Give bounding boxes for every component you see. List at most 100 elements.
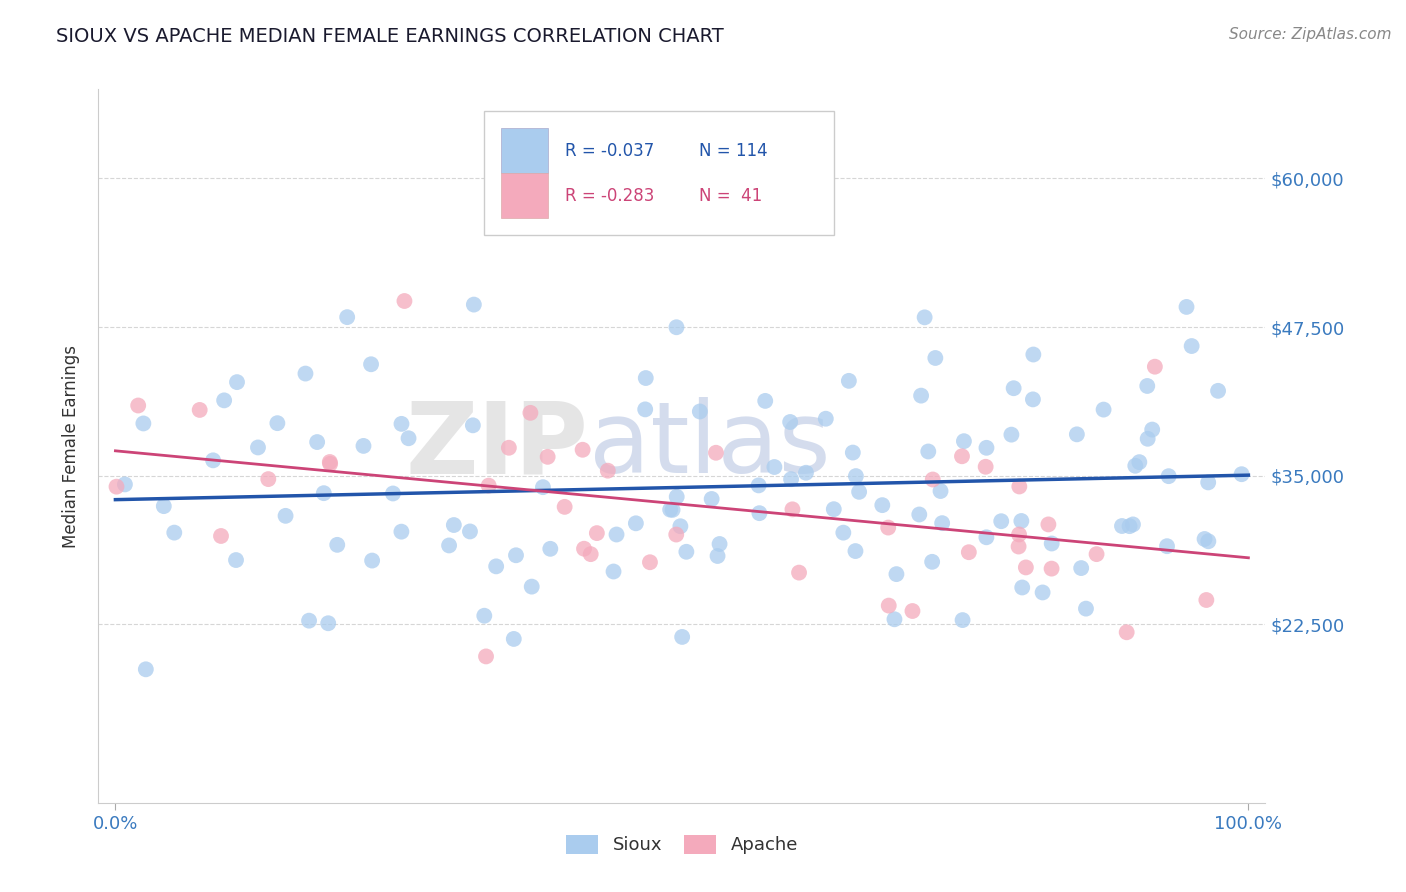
Text: N = 114: N = 114 — [699, 142, 768, 160]
Point — [780, 472, 803, 486]
Point — [1128, 455, 1150, 469]
Point — [952, 613, 974, 627]
Point — [1015, 560, 1038, 574]
Point — [931, 516, 953, 530]
Point — [924, 351, 946, 365]
Point — [974, 459, 997, 474]
Point — [886, 567, 908, 582]
Point — [537, 450, 560, 464]
Point — [782, 502, 804, 516]
Point — [554, 500, 576, 514]
Point — [754, 393, 776, 408]
Point — [763, 460, 786, 475]
Point — [1157, 469, 1180, 483]
Point — [571, 442, 593, 457]
Point — [950, 450, 973, 464]
Point — [953, 434, 976, 449]
Point — [814, 411, 837, 425]
Point — [1115, 625, 1137, 640]
Point — [1156, 539, 1178, 553]
Text: N =  41: N = 41 — [699, 186, 762, 204]
Point — [1040, 536, 1063, 550]
Point — [163, 525, 186, 540]
Point — [1143, 359, 1166, 374]
Point — [872, 498, 894, 512]
Point — [298, 614, 321, 628]
Point — [127, 399, 149, 413]
Point — [787, 566, 810, 580]
Point — [188, 403, 211, 417]
Point — [443, 518, 465, 533]
Text: Source: ZipAtlas.com: Source: ZipAtlas.com — [1229, 27, 1392, 42]
Point — [1002, 381, 1025, 395]
Point — [381, 486, 404, 500]
Point — [463, 297, 485, 311]
Point — [225, 553, 247, 567]
Point — [779, 415, 801, 429]
Text: R = -0.283: R = -0.283 — [565, 186, 655, 204]
Y-axis label: Median Female Earnings: Median Female Earnings — [62, 344, 80, 548]
Point — [458, 524, 481, 539]
Point — [1011, 581, 1033, 595]
Point — [794, 466, 817, 480]
Point — [391, 417, 413, 431]
Point — [294, 367, 316, 381]
Point — [1022, 392, 1045, 407]
Point — [398, 431, 420, 445]
Point — [709, 537, 731, 551]
Point — [883, 612, 905, 626]
Point — [316, 616, 339, 631]
Point — [990, 514, 1012, 528]
Point — [877, 520, 900, 534]
Point — [1206, 384, 1229, 398]
Point — [1000, 427, 1022, 442]
Point — [105, 480, 128, 494]
Point — [461, 418, 484, 433]
Point — [307, 435, 329, 450]
Point — [266, 416, 288, 430]
Point — [202, 453, 225, 467]
Point — [520, 580, 543, 594]
Point — [505, 549, 527, 563]
Point — [1197, 534, 1219, 549]
Point — [572, 541, 595, 556]
Point — [624, 516, 647, 531]
Point — [1092, 402, 1115, 417]
Point — [212, 393, 235, 408]
Point — [1181, 339, 1204, 353]
Point — [914, 310, 936, 325]
Point — [706, 549, 728, 563]
Point — [844, 544, 866, 558]
Point — [319, 457, 342, 471]
Point — [1040, 561, 1063, 575]
Point — [1197, 475, 1219, 490]
Point — [274, 508, 297, 523]
Point — [353, 439, 375, 453]
Point — [823, 502, 845, 516]
Point — [1230, 467, 1253, 482]
Point — [1140, 423, 1163, 437]
Point — [531, 480, 554, 494]
Point — [671, 630, 693, 644]
Point — [1175, 300, 1198, 314]
Point — [838, 374, 860, 388]
Point — [605, 527, 627, 541]
Point — [1032, 585, 1054, 599]
Point — [437, 538, 460, 552]
Text: atlas: atlas — [589, 398, 830, 494]
Point — [498, 441, 520, 455]
Point — [634, 371, 657, 385]
Point — [132, 417, 155, 431]
Point — [209, 529, 232, 543]
Legend: Sioux, Apache: Sioux, Apache — [558, 828, 806, 862]
Point — [659, 502, 682, 516]
Point — [1008, 527, 1031, 541]
Point — [700, 491, 723, 506]
Point — [748, 506, 770, 520]
Point — [246, 441, 269, 455]
Point — [360, 357, 382, 371]
Point — [910, 389, 932, 403]
Point — [1007, 540, 1029, 554]
Point — [921, 555, 943, 569]
Point — [1022, 347, 1045, 361]
